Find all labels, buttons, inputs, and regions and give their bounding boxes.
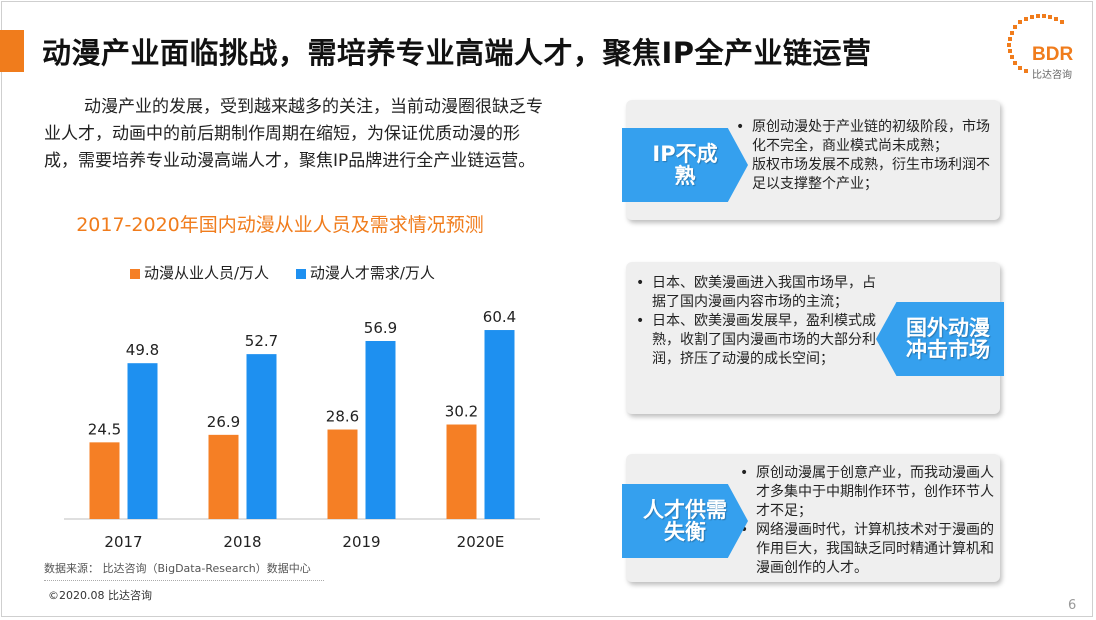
tag-foreign-competition: 国外动漫冲击市场 [876, 302, 1004, 376]
bar-employees-2019 [327, 429, 358, 519]
bdr-logo-icon [1007, 14, 1064, 73]
panel-foreign-competition-list: 日本、欧美漫画进入我国市场早，占据了国内漫画内容市场的主流； 日本、欧美漫画发展… [634, 274, 886, 369]
chart-title: 2017-2020年国内动漫从业人员及需求情况预测 [76, 214, 484, 236]
data-label-employees-2018: 26.9 [207, 413, 240, 431]
list-item: 原创动漫处于产业链的初级阶段，市场化不完全，商业模式尚未成熟； [734, 118, 992, 156]
bar-chart: 24.5 49.8 2017 26.9 52.7 2018 28.6 56.9 2019 30.2… [64, 308, 540, 551]
data-source: 数据来源： 比达咨询（BigData-Research）数据中心 [44, 562, 311, 575]
page-title: 动漫产业面临挑战，需培养专业高端人才，聚焦IP全产业链运营 [42, 36, 872, 70]
bar-employees-2020E [446, 424, 477, 519]
data-label-demand-2020E: 60.4 [483, 308, 516, 326]
tag-talent-imbalance: 人才供需失衡 [622, 484, 748, 558]
copyright: ©2020.08 比达咨询 [48, 589, 152, 602]
panel-talent-imbalance-list: 原创动漫属于创意产业，而我动漫画人才多集中于中期制作环节，创作环节人才不足； 网… [738, 464, 994, 578]
x-tick-label-2020E: 2020E [457, 533, 505, 551]
legend-item-demand: 动漫人才需求/万人 [295, 262, 435, 283]
data-label-employees-2020E: 30.2 [445, 403, 478, 421]
bar-demand-2020E [484, 330, 515, 519]
bar-employees-2018 [208, 434, 239, 519]
data-label-demand-2019: 56.9 [364, 319, 397, 337]
legend-item-employees: 动漫从业人员/万人 [130, 262, 269, 283]
data-label-demand-2018: 52.7 [245, 332, 278, 350]
list-item: 日本、欧美漫画进入我国市场早，占据了国内漫画内容市场的主流； [634, 274, 886, 312]
list-item: 网络漫画时代，计算机技术对于漫画的作用巨大，我国缺乏同时精通计算机和漫画创作的人… [738, 521, 994, 578]
x-tick-label-2019: 2019 [342, 533, 380, 551]
page-number: 6 [1068, 598, 1077, 613]
tag-talent-imbalance-label: 人才供需失衡 [643, 498, 727, 544]
title-accent-bar [0, 30, 24, 72]
bar-employees-2017 [89, 442, 120, 519]
bar-demand-2018 [246, 354, 277, 519]
logo-text: BDR [1032, 44, 1074, 65]
x-tick-label-2017: 2017 [104, 533, 142, 551]
bar-demand-2019 [365, 340, 396, 519]
legend-label-demand: 动漫人才需求/万人 [309, 264, 435, 282]
data-label-employees-2017: 24.5 [88, 420, 121, 438]
source-divider [44, 580, 324, 581]
intro-paragraph: 动漫产业的发展，受到越来越多的关注，当前动漫圈很缺乏专业人才，动画中的前后期制作… [44, 97, 543, 171]
legend-swatch-demand [295, 268, 306, 279]
chart-legend: 动漫从业人员/万人 动漫人才需求/万人 [130, 262, 457, 283]
panel-ip-immature-list: 原创动漫处于产业链的初级阶段，市场化不完全，商业模式尚未成熟； 版权市场发展不成… [734, 118, 992, 194]
data-label-employees-2019: 28.6 [326, 408, 359, 426]
x-tick-label-2018: 2018 [223, 533, 261, 551]
tag-ip-immature-label: IP不成熟 [652, 142, 718, 188]
list-item: 版权市场发展不成熟，衍生市场利润不足以支撑整个产业； [734, 156, 992, 194]
data-label-demand-2017: 49.8 [126, 341, 159, 359]
tag-ip-immature: IP不成熟 [622, 128, 748, 202]
list-item: 日本、欧美漫画发展早，盈利模式成熟，收割了国内漫画市场的大部分利润，挤压了动漫的… [634, 312, 886, 369]
tag-foreign-competition-label: 国外动漫冲击市场 [906, 316, 990, 362]
bar-demand-2017 [127, 363, 158, 519]
logo-subtitle: 比达咨询 [1032, 70, 1072, 81]
legend-swatch-employees [130, 268, 140, 279]
list-item: 原创动漫属于创意产业，而我动漫画人才多集中于中期制作环节，创作环节人才不足； [738, 464, 994, 521]
legend-label-employees: 动漫从业人员/万人 [144, 264, 270, 282]
